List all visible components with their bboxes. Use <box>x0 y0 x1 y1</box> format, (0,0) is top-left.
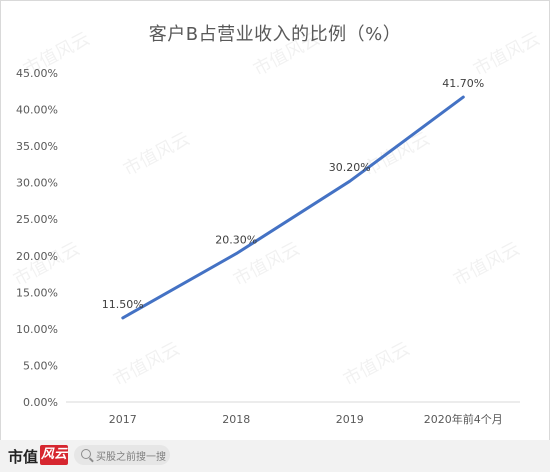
line-chart: 0.00% 5.00% 10.00% 15.00% 20.00% 25.00% 30.00%… <box>16 67 520 426</box>
x-axis-tick-labels: 2017 2018 2019 2020年前4个月 <box>109 412 503 426</box>
y-tick-label: 10.00% <box>16 323 58 336</box>
brand-logo-text: 市值 <box>8 448 39 466</box>
data-label: 30.20% <box>329 161 371 174</box>
data-label: 41.70% <box>442 77 484 90</box>
data-label: 20.30% <box>215 234 257 247</box>
chart-title: 客户B占营业收入的比例（%） <box>148 24 402 45</box>
footer-bar: 市值 风云 买股之前搜一搜 <box>0 440 550 472</box>
x-tick-label: 2019 <box>336 413 364 426</box>
search-icon <box>81 449 91 459</box>
search-placeholder: 买股之前搜一搜 <box>96 452 166 463</box>
x-tick-label: 2017 <box>109 413 137 426</box>
y-tick-label: 40.00% <box>16 104 58 117</box>
y-tick-label: 15.00% <box>16 286 58 299</box>
data-labels: 11.50% 20.30% 30.20% 41.70% <box>102 77 484 311</box>
y-tick-label: 5.00% <box>23 359 58 372</box>
search-box[interactable]: 买股之前搜一搜 <box>74 445 170 465</box>
y-tick-label: 35.00% <box>16 140 58 153</box>
brand-logo-badge: 风云 <box>40 445 68 465</box>
x-tick-label: 2018 <box>222 413 250 426</box>
y-axis-tick-labels: 0.00% 5.00% 10.00% 15.00% 20.00% 25.00% 30.00%… <box>16 67 58 409</box>
data-label: 11.50% <box>102 298 144 311</box>
y-tick-label: 20.00% <box>16 250 58 263</box>
y-tick-label: 30.00% <box>16 177 58 190</box>
y-tick-label: 45.00% <box>16 67 58 80</box>
x-tick-label: 2020年前4个月 <box>424 412 503 426</box>
y-tick-label: 25.00% <box>16 213 58 226</box>
y-tick-label: 0.00% <box>23 396 58 409</box>
series-line <box>121 95 465 320</box>
